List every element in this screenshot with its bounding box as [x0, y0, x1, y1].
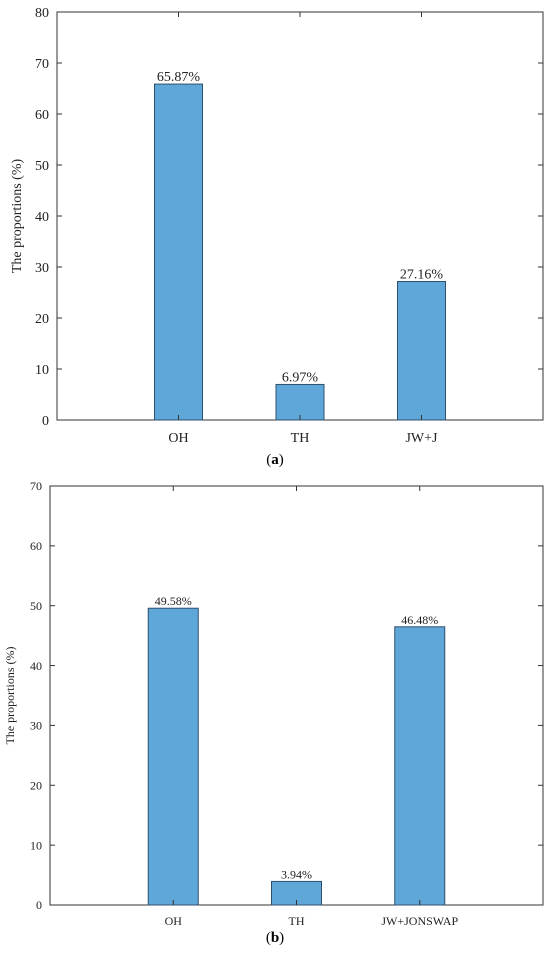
data-label: 49.58% — [155, 594, 192, 608]
y-tick-label: 70 — [35, 57, 49, 72]
y-tick-label: 0 — [36, 898, 42, 912]
y-tick-label: 60 — [30, 539, 42, 553]
data-label: 3.94% — [281, 867, 312, 881]
data-label: 6.97% — [282, 370, 319, 385]
y-tick-label: 30 — [30, 719, 42, 733]
data-label: 46.48% — [401, 613, 438, 627]
y-tick-label: 30 — [35, 261, 49, 276]
y-tick-label: 50 — [35, 159, 49, 174]
x-tick-label: OH — [168, 431, 188, 446]
y-tick-label: 20 — [30, 778, 42, 792]
y-tick-label: 10 — [30, 838, 42, 852]
plot-frame — [56, 11, 544, 421]
data-label: 27.16% — [400, 267, 444, 282]
y-tick-label: 50 — [30, 599, 42, 613]
y-tick-label: 80 — [35, 6, 49, 21]
chart-panel-a: 0 10 20 30 40 50 60 70 80 OH 65.87% TH 6.97% JW+J 27.1… — [10, 6, 544, 468]
y-tick-label: 10 — [35, 363, 49, 378]
caption-b: (b) — [265, 930, 285, 946]
bar-oh — [147, 607, 199, 906]
x-tick-label: JW+J — [405, 431, 438, 446]
bar-jw-jonswap — [394, 626, 446, 906]
data-label: 65.87% — [157, 70, 201, 85]
caption-a: (a) — [266, 452, 284, 468]
y-tick-label: 40 — [30, 659, 42, 673]
y-tick-label: 0 — [42, 414, 49, 429]
bar-chart-a: 0 10 20 30 40 50 60 70 80 OH 65.87% TH 6.97% JW+J 27.1… — [10, 6, 544, 446]
y-tick-label: 60 — [35, 108, 49, 123]
x-tick-label: TH — [291, 431, 310, 446]
y-axis-label: The proportions (%) — [3, 647, 17, 745]
bar-oh — [154, 83, 203, 421]
plot-frame — [49, 485, 544, 906]
y-tick-label: 20 — [35, 312, 49, 327]
y-tick-label: 40 — [35, 210, 49, 225]
x-tick-label: TH — [289, 914, 305, 928]
bar-chart-b: 0 10 20 30 40 50 60 70 OH 49.58% TH 3.94% JW+JONSWAP… — [3, 479, 544, 928]
x-tick-label: OH — [165, 914, 183, 928]
y-axis-label: The proportions (%) — [10, 159, 25, 274]
chart-panel-b: 0 10 20 30 40 50 60 70 OH 49.58% TH 3.94% JW+JONSWAP… — [0, 478, 550, 955]
y-tick-label: 70 — [30, 479, 42, 493]
x-tick-label: JW+JONSWAP — [381, 914, 458, 928]
bar-jw-j — [397, 280, 446, 421]
bar-th — [275, 383, 325, 421]
